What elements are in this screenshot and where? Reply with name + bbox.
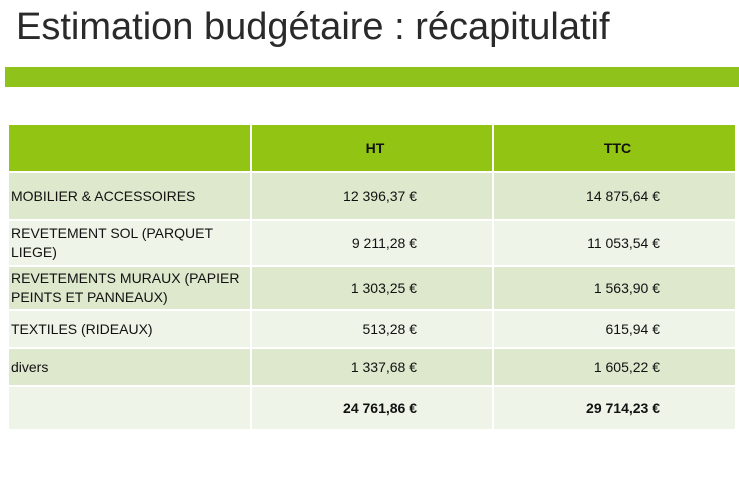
row-label: divers: [7, 347, 252, 387]
header-row: HT TTC: [7, 123, 737, 173]
row-ttc: 11 053,54 €: [492, 219, 737, 267]
table-row: MOBILIER & ACCESSOIRES 12 396,37 € 14 87…: [7, 171, 737, 221]
table-row: TEXTILES (RIDEAUX) 513,28 € 615,94 €: [7, 309, 737, 349]
total-label: [7, 385, 252, 431]
title-accent-bar: [5, 67, 739, 87]
row-label: REVETEMENT SOL (PARQUET LIEGE): [7, 219, 252, 267]
row-ht: 12 396,37 €: [250, 171, 494, 221]
header-cell-label: [7, 123, 252, 173]
total-row: 24 761,86 € 29 714,23 €: [7, 385, 737, 431]
row-label: MOBILIER & ACCESSOIRES: [7, 171, 252, 221]
row-ttc: 1 563,90 €: [492, 265, 737, 311]
budget-table: HT TTC MOBILIER & ACCESSOIRES 12 396,37 …: [7, 123, 737, 431]
table-row: REVETEMENTS MURAUX (PAPIER PEINTS ET PAN…: [7, 265, 737, 311]
row-ht: 1 337,68 €: [250, 347, 494, 387]
table-row: divers 1 337,68 € 1 605,22 €: [7, 347, 737, 387]
row-label: TEXTILES (RIDEAUX): [7, 309, 252, 349]
row-ttc: 615,94 €: [492, 309, 737, 349]
header-cell-ht: HT: [250, 123, 494, 173]
total-ht: 24 761,86 €: [250, 385, 494, 431]
header-cell-ttc: TTC: [492, 123, 737, 173]
slide-title: Estimation budgétaire : récapitulatif: [16, 6, 610, 48]
row-ttc: 1 605,22 €: [492, 347, 737, 387]
row-ht: 513,28 €: [250, 309, 494, 349]
row-label: REVETEMENTS MURAUX (PAPIER PEINTS ET PAN…: [7, 265, 252, 311]
row-ht: 1 303,25 €: [250, 265, 494, 311]
table-row: REVETEMENT SOL (PARQUET LIEGE) 9 211,28 …: [7, 219, 737, 267]
total-ttc: 29 714,23 €: [492, 385, 737, 431]
row-ttc: 14 875,64 €: [492, 171, 737, 221]
row-ht: 9 211,28 €: [250, 219, 494, 267]
